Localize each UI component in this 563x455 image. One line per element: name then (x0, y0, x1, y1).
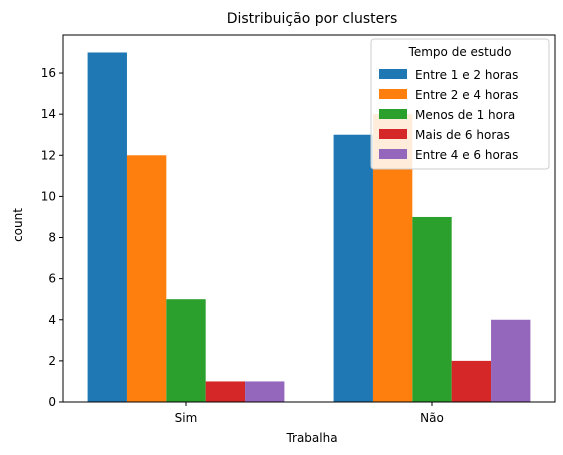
y-tick-label: 12 (41, 148, 56, 162)
y-tick-label: 14 (41, 107, 56, 121)
bar-sim-3 (166, 299, 206, 402)
legend-swatch (379, 69, 407, 79)
y-tick-label: 16 (41, 66, 56, 80)
legend: Tempo de estudo Entre 1 e 2 horas Entre 2 … (370, 38, 550, 170)
y-tick-label: 2 (48, 354, 56, 368)
legend-swatch (379, 89, 407, 99)
y-tick-label: 6 (48, 272, 56, 286)
x-axis-label: Trabalha (285, 431, 337, 445)
legend-entry: Entre 2 e 4 horas (415, 88, 518, 102)
plot-frame (62, 34, 556, 403)
y-tick-label: 4 (48, 313, 56, 327)
y-axis-label: count (11, 208, 25, 242)
legend-title: Tempo de estudo (408, 45, 512, 59)
bar-não-4 (451, 360, 492, 402)
legend-swatch (379, 129, 407, 139)
legend-swatch (379, 109, 407, 119)
bar-não-5 (491, 319, 531, 402)
legend-box (370, 38, 550, 170)
legend-entry: Entre 4 e 6 horas (415, 148, 518, 162)
bar-sim-4 (205, 381, 246, 402)
x-tick-label: Não (420, 411, 444, 425)
axes-layer: 0 2 4 6 8 10 12 14 16 Sim Não (41, 34, 556, 425)
legend-entry: Menos de 1 hora (415, 108, 515, 122)
chart-title: Distribuição por clusters (227, 11, 398, 27)
bar-não-3 (412, 216, 452, 402)
bar-sim-1 (87, 52, 127, 402)
legend-entry: Entre 1 e 2 horas (415, 68, 518, 82)
y-tick-label: 10 (41, 189, 56, 203)
x-tick-label: Sim (175, 411, 198, 425)
bar-sim-2 (126, 155, 167, 402)
y-tick-label: 0 (48, 395, 56, 409)
legend-swatch (379, 149, 407, 159)
legend-entry: Mais de 6 horas (415, 128, 510, 142)
bar-não-1 (333, 134, 373, 402)
y-tick-label: 8 (48, 231, 56, 245)
bar-sim-5 (245, 381, 285, 402)
